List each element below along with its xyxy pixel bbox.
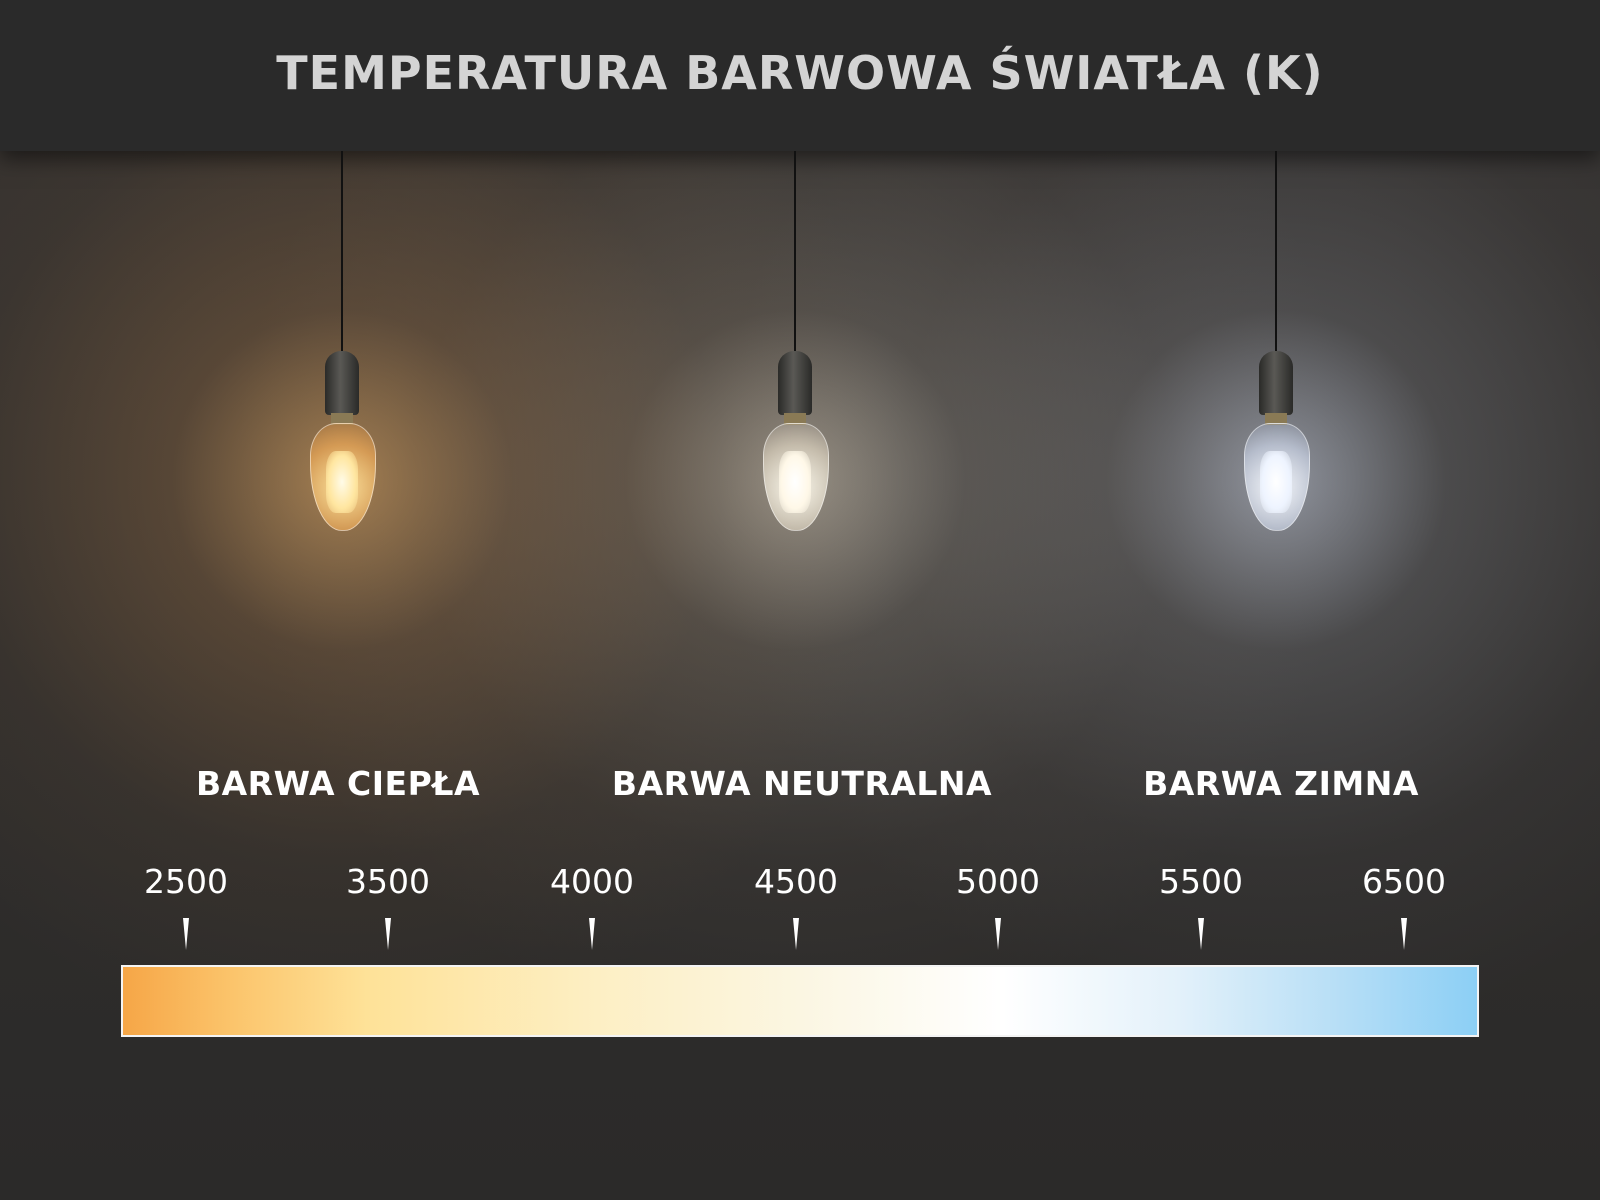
header-band: TEMPERATURA BARWOWA ŚWIATŁA (K)	[0, 0, 1600, 151]
tick-label: 4500	[754, 862, 838, 901]
tick-marker	[995, 918, 1001, 950]
tick-label: 5500	[1159, 862, 1243, 901]
neutral-bulb-icon	[755, 151, 835, 551]
tick-marker	[793, 918, 799, 950]
tick-marker	[589, 918, 595, 950]
tick-marker	[385, 918, 391, 950]
tick-label: 4000	[550, 862, 634, 901]
tick-label: 6500	[1362, 862, 1446, 901]
cool-bulb-icon	[1236, 151, 1316, 551]
color-temperature-gradient-bar	[121, 965, 1479, 1037]
category-cool: BARWA ZIMNA	[1143, 764, 1419, 803]
tick-label: 5000	[956, 862, 1040, 901]
tick-marker	[183, 918, 189, 950]
warm-bulb-icon	[302, 151, 382, 551]
category-warm: BARWA CIEPŁA	[195, 764, 481, 803]
category-neutral: BARWA NEUTRALNA	[611, 764, 993, 803]
tick-marker	[1198, 918, 1204, 950]
tick-label: 2500	[144, 862, 228, 901]
tick-label: 3500	[346, 862, 430, 901]
tick-marker	[1401, 918, 1407, 950]
page-title: TEMPERATURA BARWOWA ŚWIATŁA (K)	[276, 46, 1324, 100]
